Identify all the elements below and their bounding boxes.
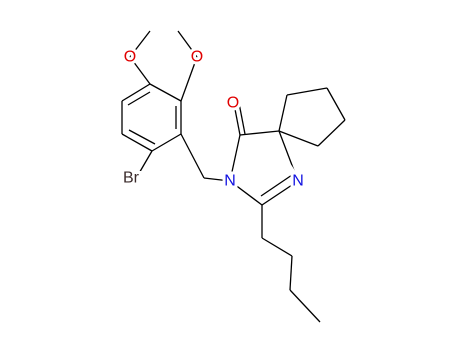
atom-label: O	[124, 49, 136, 66]
bond	[239, 130, 280, 136]
bond	[261, 237, 293, 257]
bond	[260, 174, 293, 197]
bond	[128, 129, 156, 145]
bond	[177, 30, 198, 58]
bond	[289, 289, 321, 323]
atom-label: N	[292, 173, 304, 190]
bond	[129, 30, 151, 58]
bond	[286, 87, 328, 96]
atom-label: O	[191, 49, 203, 66]
bond	[149, 83, 182, 102]
bond	[261, 180, 299, 206]
bond	[180, 133, 205, 179]
bond	[278, 130, 319, 147]
bond	[127, 91, 151, 106]
bond	[229, 180, 263, 206]
bond	[229, 134, 241, 182]
atom-label: O	[227, 95, 239, 112]
bond	[203, 177, 231, 182]
bond	[121, 133, 153, 152]
bond	[233, 103, 241, 136]
atom-label: N	[224, 173, 236, 190]
bond	[137, 150, 153, 176]
bond	[326, 87, 346, 121]
bonds	[121, 30, 346, 323]
bond	[278, 94, 288, 132]
bond	[121, 83, 151, 102]
atom-labels: O O O Br N N	[120, 46, 307, 193]
bond	[151, 133, 182, 152]
atom-label: Br	[123, 170, 140, 187]
bond	[289, 255, 293, 291]
bond	[129, 56, 151, 85]
bond	[278, 130, 299, 182]
bond	[180, 56, 198, 102]
bond	[238, 102, 246, 135]
bond	[317, 119, 346, 147]
